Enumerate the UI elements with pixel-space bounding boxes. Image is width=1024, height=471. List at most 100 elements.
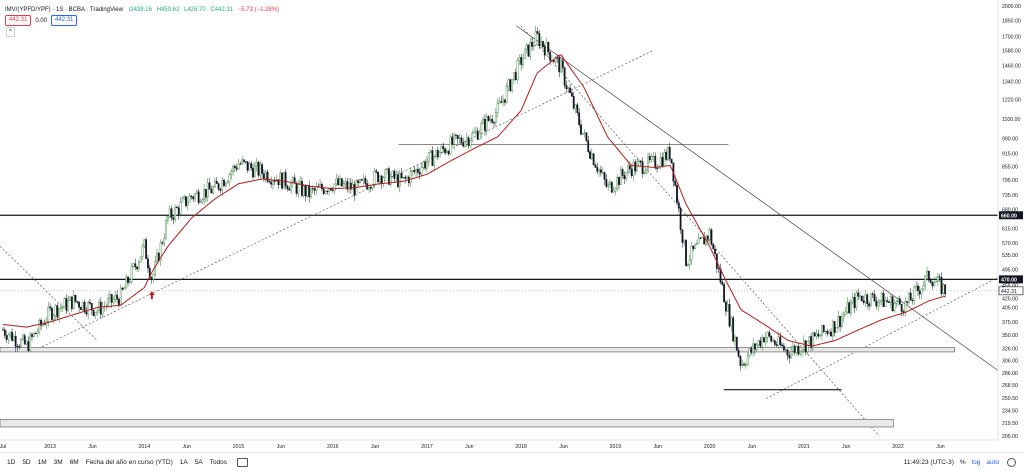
candle-body	[5, 335, 8, 340]
candle-body	[561, 60, 564, 69]
range-button-1a[interactable]: 1A	[179, 458, 188, 466]
candle-body	[293, 177, 296, 184]
candle-body	[889, 296, 892, 303]
candle-body	[94, 312, 97, 316]
ohlc-values: O438.16 H450.62 L426.70 C442.31 −5.73 (−…	[129, 7, 282, 13]
candle-body	[36, 331, 39, 335]
candle-body	[837, 316, 840, 328]
candle-body	[944, 284, 947, 295]
candle-body	[340, 178, 343, 187]
price-marker-last-bg	[999, 286, 1023, 295]
candle-body	[246, 161, 249, 171]
symbol-title[interactable]: IMV/(YPFD/YPF) · 1S · BCBA · TradingView	[5, 7, 123, 13]
candle-body	[438, 152, 441, 158]
candle-body	[728, 304, 731, 327]
candle-body	[128, 281, 131, 283]
price-tick-label: 205.00	[1002, 434, 1018, 440]
candle-body	[853, 297, 856, 309]
change-value: −5.73 (−1.28%)	[237, 7, 280, 13]
candles-layer	[2, 26, 947, 371]
candle-body	[610, 181, 613, 193]
candle-body	[353, 184, 356, 196]
range-button-1d[interactable]: 1D	[7, 458, 16, 466]
candle-body	[69, 296, 71, 301]
candle-body	[585, 132, 588, 141]
support-dashed-line	[31, 50, 654, 353]
collapse-legend-button[interactable]: ^	[6, 27, 15, 37]
candle-body	[349, 182, 352, 190]
price-tick-label: 286.00	[1002, 371, 1018, 377]
price-tick-label: 495.00	[1002, 268, 1018, 274]
candle-body	[31, 334, 33, 337]
candle-body	[54, 305, 57, 316]
value-badge-blue: 442.31	[51, 15, 78, 26]
candle-body	[761, 337, 764, 347]
candle-body	[277, 179, 280, 186]
calendar-icon[interactable]	[237, 457, 249, 467]
candle-body	[592, 153, 595, 166]
log-toggle[interactable]: log	[971, 458, 981, 466]
candle-body	[357, 180, 360, 183]
range-button-1m[interactable]: 1M	[37, 458, 47, 466]
time-tick-label: Jun	[183, 444, 191, 450]
range-button-fecha-del-a-o-en-curso-ytd-[interactable]: Fecha del año en curso (YTD)	[85, 458, 173, 466]
candle-body	[16, 346, 19, 348]
clock-label[interactable]: 11:49:23 (UTC-3)	[903, 458, 954, 466]
gear-icon[interactable]	[1007, 457, 1016, 467]
candle-body	[683, 239, 686, 243]
candle-body	[266, 171, 269, 182]
candle-body	[915, 285, 918, 288]
candle-body	[125, 276, 128, 289]
candle-body	[906, 301, 909, 303]
candle-body	[795, 345, 798, 353]
candle-body	[685, 239, 687, 266]
range-button-5d[interactable]: 5D	[22, 458, 31, 466]
percent-toggle[interactable]: %	[959, 458, 966, 466]
price-tick-label: 1460.00	[1002, 63, 1021, 69]
candle-body	[911, 300, 914, 302]
candle-body	[145, 239, 148, 259]
candle-body	[72, 294, 75, 309]
candle-body	[445, 151, 448, 154]
range-button-6m[interactable]: 6M	[69, 458, 79, 466]
candle-body	[74, 294, 77, 302]
candle-body	[871, 293, 874, 295]
candle-body	[935, 281, 937, 283]
candle-body	[161, 242, 164, 244]
auto-toggle[interactable]: auto	[986, 458, 999, 466]
chart-legend-header: IMV/(YPFD/YPF) · 1S · BCBA · TradingView…	[5, 4, 282, 16]
candle-body	[435, 150, 437, 157]
candle-body	[136, 266, 138, 270]
candle-body	[60, 307, 62, 309]
candle-body	[792, 346, 794, 352]
candle-body	[469, 140, 472, 146]
price-marker-470-bg	[999, 275, 1023, 284]
candle-body	[471, 132, 474, 141]
candle-body	[380, 175, 383, 184]
candle-body	[482, 119, 485, 124]
candle-body	[230, 171, 233, 175]
candle-body	[645, 169, 648, 174]
candle-body	[634, 161, 637, 172]
candle-body	[822, 325, 825, 332]
candle-body	[67, 300, 70, 311]
candle-body	[235, 167, 238, 170]
range-button-5a[interactable]: 5A	[194, 458, 203, 466]
candle-body	[712, 244, 715, 250]
range-button-todos[interactable]: Todos	[209, 458, 228, 466]
time-tick-label: 2017	[421, 444, 433, 450]
time-tick-label: 2013	[44, 444, 56, 450]
up-arrow-icon	[148, 291, 155, 300]
candle-body	[580, 124, 582, 135]
range-button-3m[interactable]: 3M	[53, 458, 63, 466]
candle-body	[87, 302, 90, 315]
candle-body	[89, 302, 91, 304]
candle-body	[78, 302, 80, 308]
candle-body	[360, 179, 363, 181]
candle-body	[23, 335, 26, 345]
candle-body	[322, 188, 325, 194]
time-tick-label: Jun	[936, 444, 944, 450]
candle-body	[228, 174, 231, 182]
candle-body	[337, 178, 340, 186]
